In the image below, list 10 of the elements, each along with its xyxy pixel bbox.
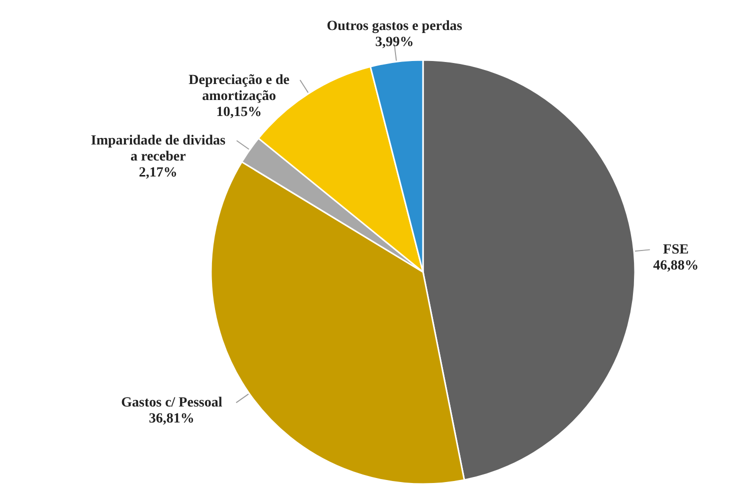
data-label: 36,81%	[148, 412, 194, 427]
slice-label: Imparidade de dividas a receber	[90, 134, 226, 165]
slice-label: Depreciação e de amortização	[188, 72, 290, 104]
slice-label: Outros gastos e perdas	[326, 18, 463, 34]
slice-label: FSE	[663, 242, 689, 258]
data-label: 3,99%	[375, 34, 414, 50]
slice-label: Gastos c/ Pessoal	[121, 396, 222, 411]
data-label: 2,17%	[138, 166, 178, 181]
data-label: 10,15%	[216, 104, 262, 120]
data-label: 46,88%	[653, 258, 699, 274]
